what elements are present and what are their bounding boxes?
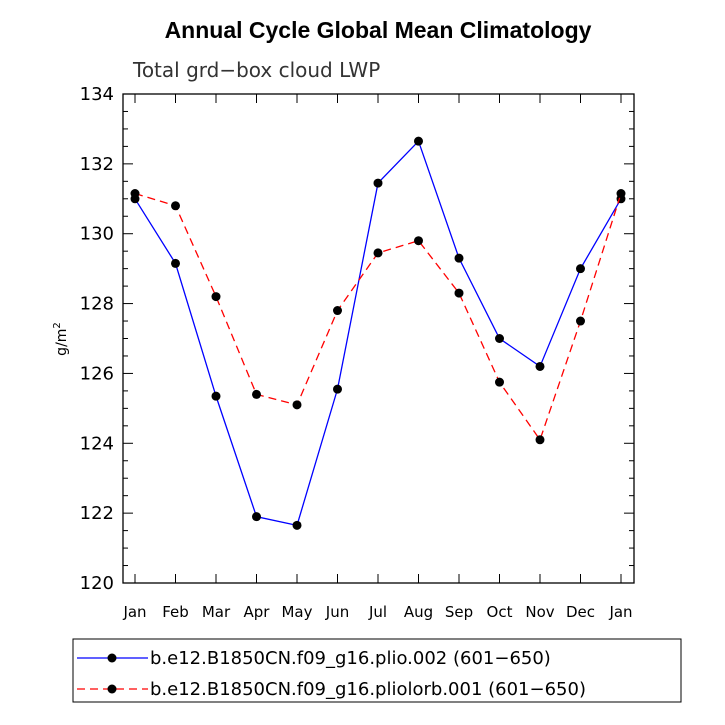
data-point [252,512,261,522]
data-point [414,236,423,246]
axis-ticks [123,93,634,584]
data-point [535,361,545,371]
svg-text:g/m2: g/m2 [52,322,70,356]
legend-label-pliolorb: b.e12.B1850CN.f09_g16.pliolorb.001 (601−… [150,679,586,700]
x-tick-label: Aug [404,603,433,621]
x-tick-label: Oct [487,603,513,621]
x-tick-label: Jun [325,603,349,621]
data-point [495,377,504,387]
y-axis-label-base: g/m [54,329,70,356]
data-point [495,334,504,343]
x-axis-tick-labels: Jan Feb Mar Apr May Jun Jul Aug Sep Oct Nov Dec Jan [122,603,632,621]
x-tick-label: May [281,603,312,621]
x-tick-label: Dec [566,603,595,621]
data-point [373,178,383,188]
data-point [292,400,302,410]
y-tick-label: 128 [80,294,114,315]
x-tick-label: Jul [368,603,387,621]
series-0 [130,136,626,530]
x-tick-label: Sep [445,603,473,621]
legend-box [72,638,682,703]
data-point [414,136,423,146]
series-line [134,192,622,442]
y-axis-tick-labels: 120 122 124 126 128 130 132 134 [80,84,114,594]
data-point [171,258,180,268]
legend: b.e12.B1850CN.f09_g16.plio.002 (601−650)… [72,638,682,703]
x-tick-label: Feb [162,603,189,621]
x-tick-label: Mar [202,603,231,621]
series-line [134,139,622,527]
data-point [333,384,342,394]
chart-title: Annual Cycle Global Mean Climatology [165,17,592,43]
series-layer [130,136,626,530]
data-point [576,316,585,326]
data-point [252,389,261,399]
plot-area [122,93,635,584]
data-point [211,292,221,302]
plot-border [122,93,635,584]
x-tick-label: Jan [122,603,146,621]
data-point [333,306,342,316]
legend-label-plio: b.e12.B1850CN.f09_g16.plio.002 (601−650) [150,648,551,669]
x-tick-label: Nov [525,603,554,621]
y-tick-label: 130 [80,224,114,245]
data-point [576,264,585,274]
series-1 [130,189,626,445]
data-point [373,248,383,258]
y-tick-label: 122 [80,503,114,524]
data-point [454,253,464,263]
data-point [292,520,302,530]
y-tick-label: 134 [80,84,114,105]
chart-subtitle: Total grd−box cloud LWP [132,58,380,82]
data-point [211,391,221,401]
y-axis-label: g/m2 [52,322,70,356]
data-point [130,189,140,199]
x-tick-label: Apr [244,603,271,621]
y-tick-label: 126 [80,363,114,384]
y-tick-label: 124 [80,433,114,454]
data-point [454,288,464,298]
legend-marker-plio [107,653,117,663]
data-point [616,189,626,199]
y-tick-label: 132 [80,154,114,175]
y-tick-label: 120 [80,573,114,594]
x-tick-label: Jan [608,603,632,621]
data-point [171,201,180,211]
legend-marker-pliolorb [107,684,117,694]
y-axis-label-exponent: 2 [52,322,63,328]
data-point [535,435,545,445]
